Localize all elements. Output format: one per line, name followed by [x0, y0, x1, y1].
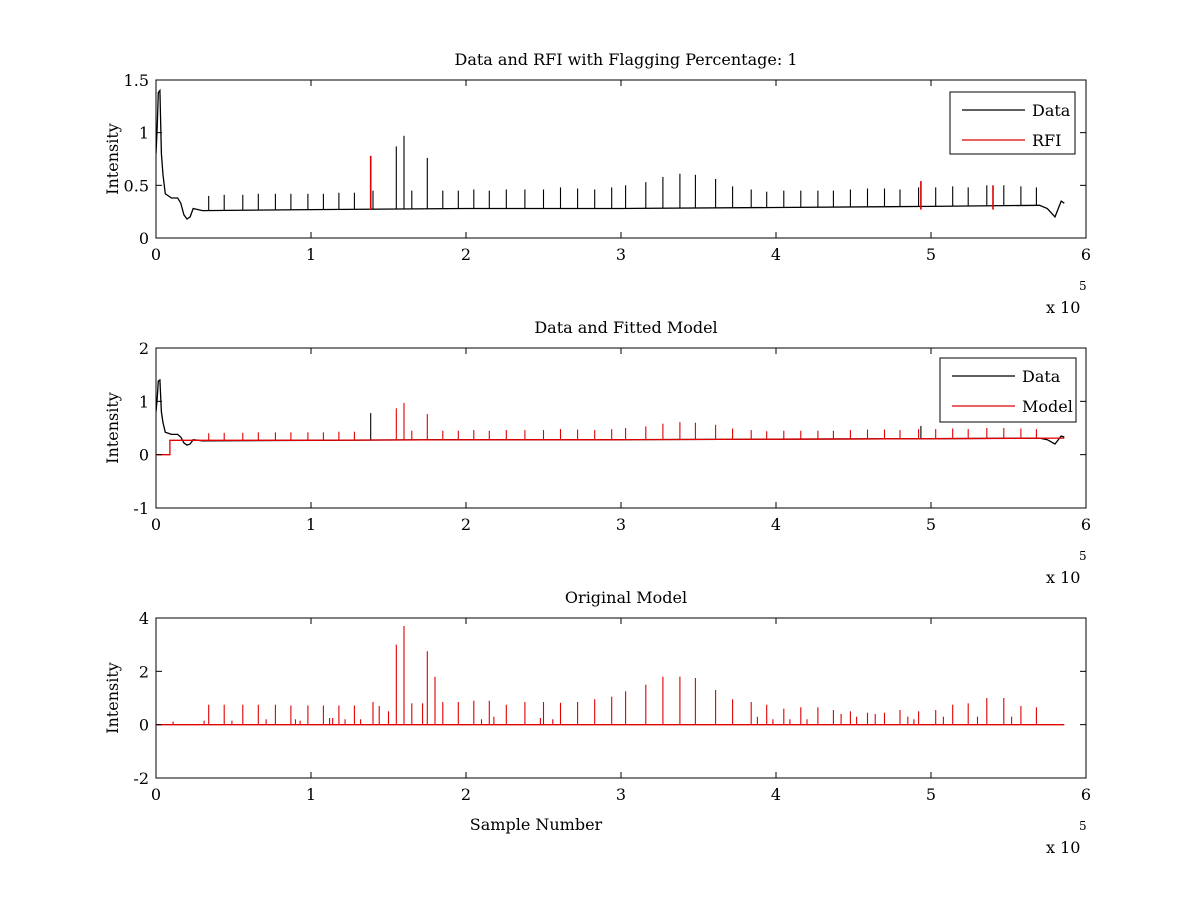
y-tick-label: 0: [139, 229, 149, 248]
x-tick-label: 4: [771, 785, 781, 804]
x-tick-label: 3: [616, 785, 626, 804]
x-tick-label: 6: [1081, 245, 1091, 264]
axes-box: [155, 347, 1087, 509]
y-tick-label: 2: [139, 662, 149, 681]
x-tick-label: 3: [616, 515, 626, 534]
legend-entry-label: Model: [1022, 397, 1073, 416]
plot-area: [156, 626, 1065, 726]
x-tick-label: 1: [306, 515, 316, 534]
y-tick-label: 4: [139, 609, 149, 628]
x-tick-label: 0: [151, 245, 161, 264]
x-exponent-power: 5: [1079, 549, 1087, 563]
series-baseline-line: [156, 88, 1065, 220]
x-tick-label: 4: [771, 515, 781, 534]
y-axis-label: Intensity: [103, 123, 122, 195]
chart-title: Data and Fitted Model: [534, 318, 717, 337]
y-tick-label: 0: [139, 716, 149, 735]
x-tick-label: 1: [306, 785, 316, 804]
x-tick-label: 2: [461, 785, 471, 804]
x-tick-label: 4: [771, 245, 781, 264]
series-rfi: [369, 155, 994, 210]
x-exponent-base: x 10: [1046, 568, 1080, 587]
x-exponent-power: 5: [1079, 819, 1087, 833]
plot-area: [156, 88, 1065, 220]
y-tick-label: -1: [133, 499, 149, 518]
y-tick-label: -2: [133, 769, 149, 788]
chart-title: Original Model: [565, 588, 687, 607]
x-tick-label: 5: [926, 785, 936, 804]
legend: Data Model: [939, 357, 1077, 423]
x-tick-label: 2: [461, 515, 471, 534]
x-exponent-base: x 10: [1046, 298, 1080, 317]
y-tick-label: 0: [139, 446, 149, 465]
series-baseline-line: [156, 437, 1065, 456]
x-tick-label: 6: [1081, 515, 1091, 534]
x-axis-label: Sample Number: [470, 815, 603, 834]
x-tick-label: 0: [151, 785, 161, 804]
x-tick-label: 6: [1081, 785, 1091, 804]
legend: Data RFI: [949, 91, 1076, 155]
y-tick-label: 0.5: [124, 176, 149, 195]
y-tick-label: 1.5: [124, 71, 149, 90]
plot-area: [156, 378, 1065, 456]
legend-box: [949, 91, 1076, 155]
y-tick-label: 2: [139, 339, 149, 358]
subplot-1: 0 1 2 3 4 5 6 0 0.5 1 1.5 x 10 5 Data and RFI with Fl…: [103, 50, 1091, 317]
x-tick-label: 0: [151, 515, 161, 534]
legend-entry-label: Data: [1032, 101, 1071, 120]
series-model: [156, 402, 1065, 456]
y-tick-label: 1: [139, 392, 149, 411]
axes-box: [155, 79, 1087, 239]
y-axis-label: Intensity: [103, 392, 122, 464]
chart-title: Data and RFI with Flagging Percentage: 1: [454, 50, 797, 69]
x-tick-label: 2: [461, 245, 471, 264]
x-tick-label: 5: [926, 515, 936, 534]
legend-entry-label: Data: [1022, 367, 1061, 386]
series-model: [156, 626, 1065, 726]
y-tick-label: 1: [139, 124, 149, 143]
y-axis-label: Intensity: [103, 662, 122, 734]
legend-entry-label: RFI: [1032, 131, 1061, 150]
x-tick-label: 1: [306, 245, 316, 264]
axes-box: [155, 617, 1087, 779]
x-exponent-power: 5: [1079, 279, 1087, 293]
series-data: [156, 88, 1065, 220]
x-exponent-base: x 10: [1046, 838, 1080, 857]
x-tick-label: 5: [926, 245, 936, 264]
x-tick-label: 3: [616, 245, 626, 264]
legend-box: [939, 357, 1077, 423]
subplots: 0 1 2 3 4 5 6 0 0.5 1 1.5 x 10 5 Data and RFI with Fl…: [103, 50, 1091, 857]
